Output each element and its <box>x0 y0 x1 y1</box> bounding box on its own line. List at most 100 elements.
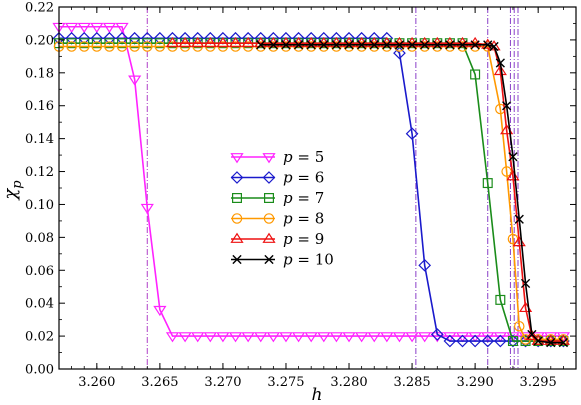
series-line-9 <box>172 42 564 342</box>
x-axis-label: h <box>312 385 323 405</box>
legend-label: p = 5 <box>283 148 324 166</box>
data-point <box>66 41 77 52</box>
legend-marker <box>230 153 244 164</box>
x-tick-label: 3.260 <box>78 375 115 390</box>
legend: p = 5 p = 6 p = 7 p = 8 p = 9 p = 10 <box>230 148 334 269</box>
data-point <box>531 334 545 345</box>
legend-marker <box>262 153 276 164</box>
series-line-5 <box>59 25 564 337</box>
reference-lines <box>146 7 519 369</box>
data-point <box>228 36 243 48</box>
data-point <box>514 214 524 224</box>
data-point <box>178 36 192 48</box>
data-point <box>367 332 381 343</box>
data-point <box>508 152 518 162</box>
data-point <box>493 334 507 348</box>
data-point <box>329 332 344 343</box>
data-point <box>116 41 128 52</box>
data-point <box>495 58 505 68</box>
data-point <box>455 332 470 343</box>
data-point <box>66 38 77 49</box>
legend-label: p = 6 <box>283 169 324 187</box>
data-point <box>407 40 417 50</box>
data-point <box>154 41 166 52</box>
data-point <box>115 22 129 34</box>
data-point <box>405 332 419 343</box>
data-point <box>279 332 293 343</box>
data-point <box>489 41 499 52</box>
data-point <box>533 336 543 346</box>
legend-marker <box>262 232 276 243</box>
data-point <box>228 332 243 343</box>
data-point <box>79 38 90 49</box>
data-point <box>142 38 153 49</box>
legend-label: p = 10 <box>283 251 334 269</box>
data-point <box>254 332 268 343</box>
y-tick-label: 0.08 <box>25 231 54 246</box>
legend-label: p = 9 <box>283 230 324 248</box>
legend-marker <box>264 193 275 204</box>
data-point <box>457 40 468 50</box>
y-tick-label: 0.20 <box>25 33 54 48</box>
data-point <box>546 338 556 348</box>
data-point <box>165 332 180 343</box>
data-point <box>78 41 90 52</box>
legend-marker <box>231 213 243 224</box>
data-point <box>558 338 569 348</box>
data-point <box>306 40 316 50</box>
axes: 3.260 3.265 3.270 3.275 3.280 3.285 3.290 3.295… <box>25 1 577 390</box>
data-point <box>77 22 91 34</box>
data-point <box>268 40 278 50</box>
legend-marker <box>232 254 242 265</box>
data-point <box>216 36 230 48</box>
y-tick-label: 0.04 <box>25 297 54 312</box>
legend-marker <box>264 254 274 265</box>
data-point <box>506 334 520 348</box>
data-point <box>369 40 379 50</box>
data-point <box>128 75 142 86</box>
y-tick-label: 0.16 <box>25 99 54 114</box>
data-point <box>117 38 128 49</box>
y-tick-label: 0.00 <box>25 363 54 378</box>
legend-marker <box>230 171 244 184</box>
legend-marker <box>230 232 244 243</box>
data-point <box>405 127 419 141</box>
data-point <box>513 320 525 332</box>
data-point <box>165 36 180 48</box>
data-point <box>443 332 457 343</box>
data-point <box>91 41 103 52</box>
data-point <box>203 36 217 48</box>
data-point <box>520 278 531 289</box>
x-tick-label: 3.280 <box>330 375 367 390</box>
x-tick-label: 3.290 <box>457 375 494 390</box>
x-tick-label: 3.270 <box>204 375 241 390</box>
data-point <box>256 40 266 50</box>
data-point <box>418 332 432 343</box>
data-point <box>430 328 444 341</box>
data-point <box>104 38 115 49</box>
data-point <box>502 101 512 111</box>
x-tick-label: 3.265 <box>141 375 178 390</box>
legend-entry-10: p = 10 <box>231 251 334 269</box>
data-point <box>468 332 482 343</box>
data-point <box>241 36 255 48</box>
data-point <box>418 258 432 272</box>
legend-label: p = 7 <box>283 189 324 207</box>
data-point <box>191 36 205 48</box>
data-point <box>104 41 115 52</box>
data-point <box>470 69 481 80</box>
data-point <box>140 203 154 215</box>
x-tick-label: 3.275 <box>267 375 304 390</box>
data-point <box>65 22 79 34</box>
data-point <box>355 332 369 343</box>
data-point <box>141 41 153 52</box>
data-point <box>493 64 507 76</box>
x-tick-label: 3.295 <box>520 375 557 390</box>
data-point <box>380 332 394 343</box>
data-point <box>344 40 354 50</box>
legend-marker <box>262 171 276 184</box>
y-tick-label: 0.10 <box>25 198 54 213</box>
legend-entry-9: p = 9 <box>230 230 324 248</box>
data-point <box>293 40 304 50</box>
